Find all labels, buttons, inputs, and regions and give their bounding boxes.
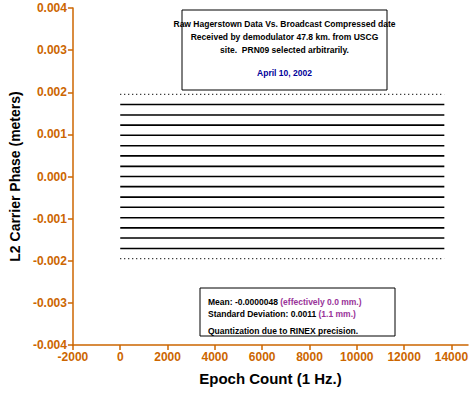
svg-text:14000: 14000 <box>435 350 469 364</box>
svg-text:-0.003: -0.003 <box>33 296 67 310</box>
svg-text:4000: 4000 <box>202 350 229 364</box>
svg-text:site. PRN09 selected arbitrar: site. PRN09 selected arbitrarily. <box>220 45 349 55</box>
svg-text:0.000: 0.000 <box>37 170 67 184</box>
svg-text:8000: 8000 <box>296 350 323 364</box>
svg-text:2000: 2000 <box>154 350 181 364</box>
svg-text:0.004: 0.004 <box>37 1 67 15</box>
svg-text:Standard Deviation: 0.0011: Standard Deviation: 0.0011 <box>208 309 319 319</box>
svg-text:6000: 6000 <box>249 350 276 364</box>
svg-text:-0.001: -0.001 <box>33 212 67 226</box>
svg-text:0.003: 0.003 <box>37 43 67 57</box>
svg-text:Mean: -0.0000048: Mean: -0.0000048 <box>208 297 280 307</box>
svg-text:April 10, 2002: April 10, 2002 <box>257 68 312 78</box>
svg-text:-0.002: -0.002 <box>33 254 67 268</box>
svg-text:Received by demodulator 47.8 k: Received by demodulator 47.8 km. from US… <box>191 32 379 42</box>
svg-text:0.002: 0.002 <box>37 85 67 99</box>
svg-text:0: 0 <box>117 350 124 364</box>
svg-text:Quantization due to RINEX prec: Quantization due to RINEX precision. <box>208 326 358 336</box>
svg-text:Epoch Count (1 Hz.): Epoch Count (1 Hz.) <box>199 370 342 387</box>
svg-text:Raw Hagerstown Data Vs. Broadc: Raw Hagerstown Data Vs. Broadcast Compre… <box>173 19 395 29</box>
svg-text:-2000: -2000 <box>58 350 89 364</box>
svg-text:(1.1 mm.): (1.1 mm.) <box>319 309 356 319</box>
svg-text:0.001: 0.001 <box>37 127 67 141</box>
svg-text:10000: 10000 <box>340 350 374 364</box>
svg-text:L2 Carrier Phase (meters): L2 Carrier Phase (meters) <box>7 91 23 261</box>
svg-text:-0.004: -0.004 <box>32 338 67 352</box>
svg-text:(effectively 0.0 mm.): (effectively 0.0 mm.) <box>280 297 361 307</box>
svg-text:12000: 12000 <box>387 350 421 364</box>
